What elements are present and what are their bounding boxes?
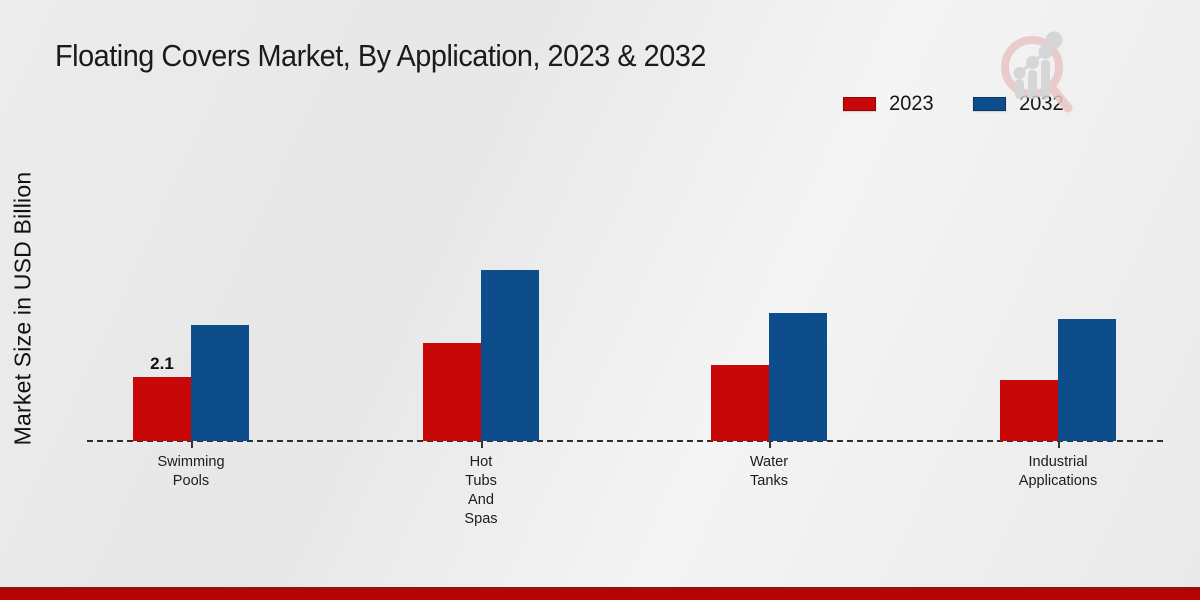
bar-2032-water-tanks	[769, 312, 827, 441]
bar-2023-water-tanks	[711, 364, 769, 441]
bar-2023-industrial-applications	[1000, 380, 1058, 441]
bar-2023-swimming-pools	[133, 376, 191, 441]
bar-value-label: 2.1	[150, 353, 174, 373]
legend-swatch-2032	[972, 97, 1006, 111]
x-axis-tick-water-tanks	[769, 441, 771, 448]
x-axis-tick-industrial-applications	[1058, 441, 1060, 448]
x-axis-tick-hot-tubs-and-spas	[481, 441, 483, 448]
bar-2023-hot-tubs-and-spas	[423, 343, 481, 441]
bar-2032-swimming-pools	[191, 325, 249, 441]
bar-2032-industrial-applications	[1058, 319, 1116, 441]
chart-title: Floating Covers Market, By Application, …	[55, 38, 706, 73]
legend-label-2023: 2023	[889, 92, 934, 115]
category-label-industrial-applications: Industrial Applications	[1018, 453, 1098, 489]
legend-item-2023: 2023	[843, 92, 935, 116]
x-axis-baseline	[87, 440, 1163, 442]
footer-red-stripe	[0, 587, 1200, 600]
x-axis-tick-swimming-pools	[191, 441, 193, 448]
bar-2032-hot-tubs-and-spas	[481, 270, 539, 441]
legend-swatch-2023	[843, 97, 876, 111]
category-label-water-tanks: Water Tanks	[749, 453, 789, 489]
category-label-swimming-pools: Swimming Pools	[157, 453, 225, 489]
category-label-hot-tubs-and-spas: Hot Tubs And Spas	[464, 453, 498, 527]
magnifier-growth-chart-logo-icon	[1001, 31, 1073, 113]
